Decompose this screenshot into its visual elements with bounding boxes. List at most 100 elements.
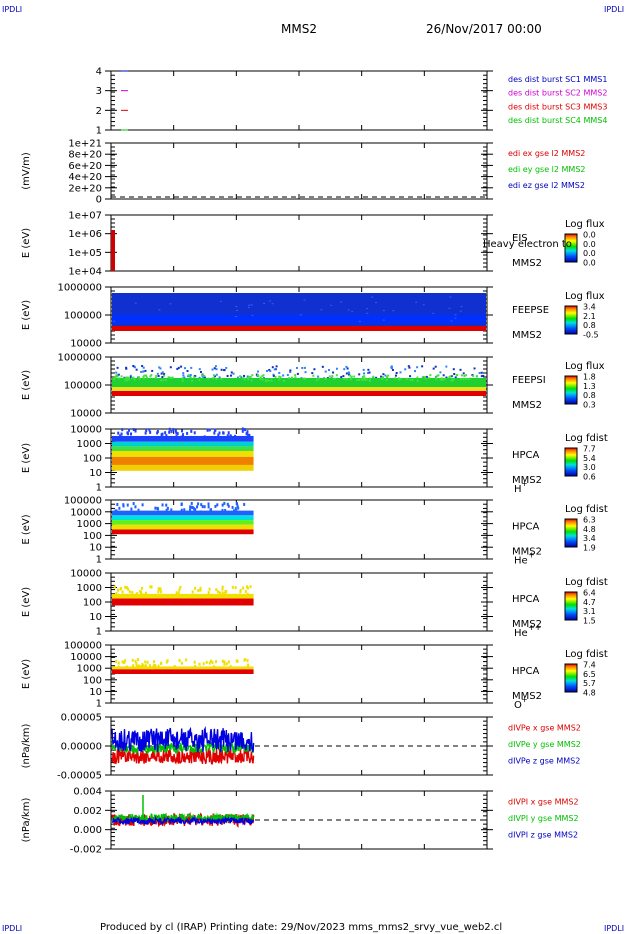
feepsi-speckle — [362, 368, 365, 371]
hpca-speckle — [249, 585, 252, 589]
feepsi-speckle — [335, 374, 338, 377]
colorbar-title: Log fdist — [565, 649, 608, 660]
feepsi-speckle — [201, 375, 204, 378]
trace-2 — [111, 815, 255, 826]
feepsi-speckle — [350, 377, 353, 380]
feepsi-speckle — [482, 374, 485, 377]
hpca-speckle — [115, 509, 118, 513]
hpca-speckle — [241, 429, 244, 433]
hpca-speckle — [227, 504, 230, 508]
feepsi-speckle — [114, 376, 117, 379]
hpca-speckle — [124, 585, 127, 589]
hpca-speckle — [121, 660, 124, 664]
feepsi-speckle — [232, 372, 235, 375]
hpca-speckle — [211, 661, 214, 665]
feepsi-speckle — [364, 377, 367, 380]
y-tick-label: 1e+04 — [68, 267, 102, 278]
hpca-speckle — [194, 664, 197, 668]
species-charge: ++ — [528, 623, 541, 632]
y-tick-label: 100000 — [64, 311, 102, 322]
colorbar-tick-label: 4.8 — [583, 689, 596, 698]
hpca-speckle — [144, 660, 147, 664]
feepsi-speckle — [407, 365, 410, 368]
hpca-speckle — [227, 431, 230, 435]
feepsi-yellow-band — [112, 387, 486, 391]
hpca-speckle — [221, 591, 224, 595]
feepsi-speckle — [429, 374, 432, 377]
feepsi-speckle — [395, 371, 398, 374]
feepsi-speckle — [182, 374, 185, 377]
hpca-speckle — [224, 589, 227, 593]
feepsi-speckle — [144, 369, 147, 372]
feepsi-speckle — [137, 376, 140, 379]
hpca-speckle — [140, 592, 143, 596]
colorbar-tick-label: 0.0 — [583, 249, 596, 258]
feepsi-speckle — [398, 378, 401, 381]
feepsi-speckle — [133, 378, 136, 381]
colorbar — [564, 591, 578, 621]
feepsi-speckle — [294, 374, 297, 377]
feepsi-speckle — [150, 374, 153, 377]
hpca-speckle — [126, 503, 129, 507]
hpca-speckle — [221, 503, 224, 507]
hpca-speckle — [127, 432, 130, 436]
hpca-speckle — [141, 586, 144, 590]
legend-entry: dIVPI x gse MMS2 — [508, 797, 579, 806]
hpca-band — [112, 464, 254, 471]
y-tick-label: 4e+20 — [68, 172, 102, 183]
feepsi-speckle — [385, 378, 388, 381]
legend-entry: edi ex gse l2 MMS2 — [508, 149, 585, 158]
feepsi-speckle — [350, 375, 353, 378]
feepsi-speckle — [394, 377, 397, 380]
feepsi-speckle — [215, 373, 218, 376]
hpca-band — [112, 520, 254, 525]
feepse-speckle — [320, 309, 323, 311]
hpca-speckle — [246, 659, 249, 663]
feepse-speckle — [432, 312, 435, 314]
spacecraft-label: MMS2 — [512, 547, 542, 558]
feepse-speckle — [358, 320, 361, 322]
hpca-speckle — [247, 663, 250, 667]
feepsi-speckle — [176, 367, 179, 370]
feepse-speckle — [449, 296, 452, 298]
colorbar-tick-label: 4.8 — [583, 525, 596, 534]
feepsi-speckle — [207, 377, 210, 380]
feepsi-speckle — [157, 374, 160, 377]
feepsi-speckle — [317, 375, 320, 378]
feepsi-speckle — [445, 376, 448, 379]
feepsi-speckle — [140, 370, 143, 373]
y-tick-label: 1000 — [77, 664, 102, 675]
feepse-low-band — [112, 326, 486, 331]
y-tick-label: 1000000 — [57, 283, 102, 294]
hpca-speckle — [243, 502, 246, 506]
legend-entry: des dist burst SC1 MMS1 — [508, 75, 607, 84]
feepsi-speckle — [348, 371, 351, 374]
hpca-speckle — [242, 586, 245, 590]
feepsi-speckle — [315, 379, 318, 382]
hpca-speckle — [131, 591, 134, 595]
feepsi-speckle — [129, 376, 132, 379]
hpca-speckle — [166, 506, 169, 510]
feepsi-speckle — [116, 375, 119, 378]
feepsi-speckle — [425, 375, 428, 378]
feepsi-speckle — [251, 374, 254, 377]
feepsi-speckle — [117, 373, 120, 376]
feepsi-speckle — [118, 377, 121, 380]
colorbar — [564, 663, 578, 693]
feepsi-speckle — [289, 369, 292, 372]
feepsi-speckle — [259, 376, 262, 379]
colorbar-tick-label: 6.5 — [583, 670, 596, 679]
eis-data-strip — [111, 230, 115, 271]
hpca-speckle — [174, 429, 177, 433]
feepsi-speckle — [365, 378, 368, 381]
feepse-speckle — [303, 299, 306, 301]
feepsi-speckle — [278, 375, 281, 378]
feepsi-speckle — [242, 377, 245, 380]
colorbar-tick-label: 3.4 — [583, 534, 596, 543]
hpca-speckle — [236, 504, 239, 508]
hpca-speckle — [137, 664, 140, 668]
feepsi-speckle — [155, 375, 158, 378]
feepse-speckle — [250, 304, 253, 306]
species-charge: + — [528, 551, 535, 560]
feepsi-speckle — [225, 366, 228, 369]
